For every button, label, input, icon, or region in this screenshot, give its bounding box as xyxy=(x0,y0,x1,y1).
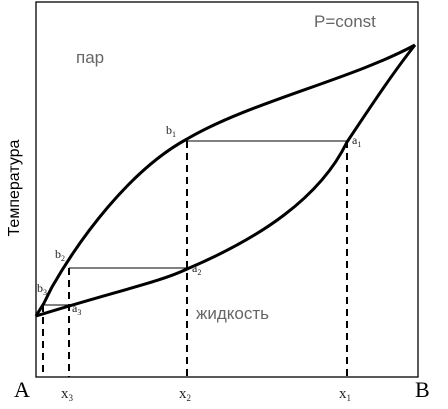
point-a3-label: a3 xyxy=(72,301,81,317)
x2-label: x2 xyxy=(179,386,191,403)
point-b3-label: b3 xyxy=(37,281,47,297)
point-a1-label: a1 xyxy=(352,133,361,149)
vapor-region-label: пар xyxy=(76,48,104,67)
x3-label: x3 xyxy=(61,386,74,403)
plot-frame xyxy=(35,1,419,378)
x1-label: x1 xyxy=(339,386,351,403)
component-b-label: B xyxy=(415,377,430,402)
component-a-label: A xyxy=(14,377,30,402)
liquid-region-label: жидкость xyxy=(196,304,269,323)
liquid-curve xyxy=(35,44,417,318)
point-a2-label: a2 xyxy=(192,261,201,277)
pressure-condition-label: P=const xyxy=(314,12,376,31)
point-b1-label: b1 xyxy=(166,123,176,139)
y-axis-title: Температура xyxy=(6,139,23,236)
vapor-curve xyxy=(34,43,416,317)
point-b2-label: b2 xyxy=(55,247,65,263)
